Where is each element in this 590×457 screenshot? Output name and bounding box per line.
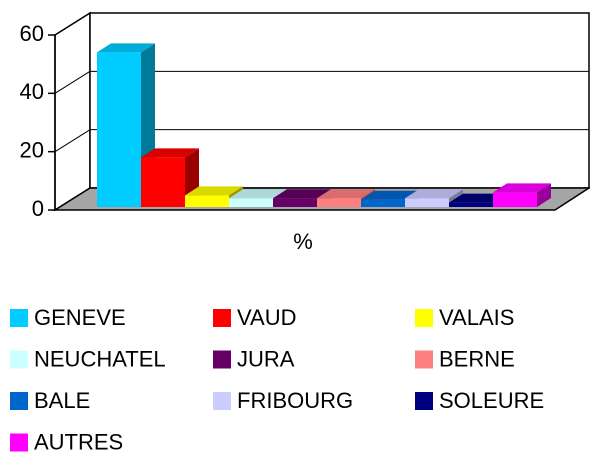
legend-swatch: [213, 392, 231, 410]
grid-line: [54, 129, 91, 153]
y-tick-label: 0: [32, 196, 44, 221]
legend-label: FRIBOURG: [237, 388, 353, 413]
bar-side: [537, 183, 551, 207]
legend-label: BALE: [34, 388, 90, 413]
y-tick-label: 40: [20, 79, 44, 104]
bar-top: [405, 189, 463, 199]
bar-top: [185, 186, 243, 196]
y-tick-label: 60: [20, 21, 44, 46]
bar: [97, 52, 141, 207]
bar: [141, 157, 185, 207]
grid-line: [54, 70, 91, 94]
bar-top: [273, 189, 331, 199]
left-wall: [54, 11, 91, 212]
bar: [361, 199, 405, 207]
bar-top: [317, 189, 375, 199]
bar-top: [229, 189, 287, 199]
legend-label: VAUD: [237, 305, 297, 330]
legend-label: AUTRES: [34, 429, 123, 454]
legend-swatch: [10, 392, 28, 410]
x-tick-label: %: [293, 229, 313, 254]
legend-label: JURA: [237, 346, 295, 371]
bar: [229, 198, 273, 207]
legend-swatch: [10, 309, 28, 327]
legend-label: NEUCHATEL: [34, 346, 166, 371]
legend-swatch: [415, 309, 433, 327]
legend-label: SOLEURE: [439, 388, 544, 413]
legend-label: VALAIS: [439, 305, 514, 330]
bar: [405, 198, 449, 207]
y-tick-label: 20: [20, 137, 44, 162]
legend-swatch: [415, 350, 433, 369]
legend-swatch: [415, 392, 433, 410]
bar: [493, 192, 537, 207]
bar-top: [97, 43, 155, 53]
legend-label: BERNE: [439, 346, 515, 371]
bar: [449, 202, 493, 207]
legend-swatch: [10, 350, 28, 369]
bar-top: [361, 190, 419, 200]
bar: [317, 198, 361, 207]
legend-label: GENEVE: [34, 305, 126, 330]
bar-top: [141, 148, 199, 158]
bar: [185, 195, 229, 207]
bar: [273, 198, 317, 207]
legend-swatch: [10, 433, 28, 452]
grid-line: [54, 12, 91, 36]
legend-swatch: [213, 309, 231, 327]
legend-swatch: [213, 350, 231, 369]
bar-top: [449, 193, 507, 203]
bar-top: [493, 183, 551, 193]
